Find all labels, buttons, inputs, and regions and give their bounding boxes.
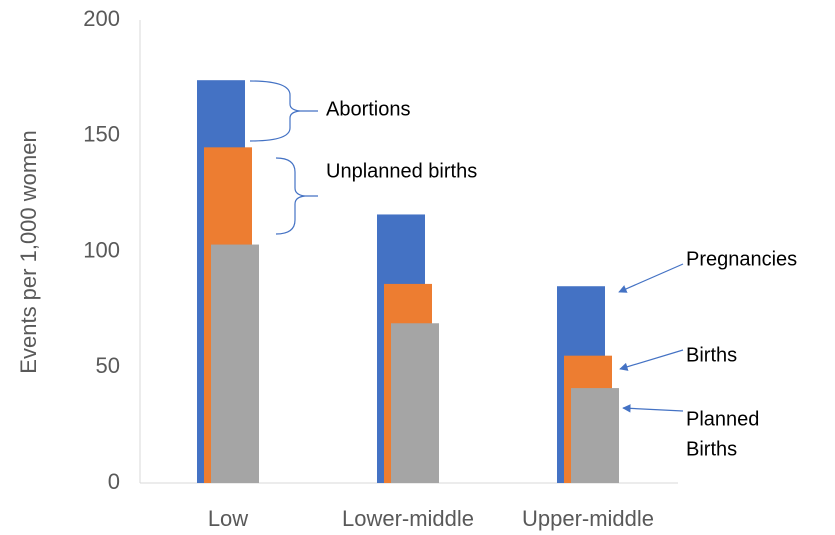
annotation: Pregnancies (686, 248, 797, 270)
x-tick-label: Low (208, 506, 248, 531)
y-tick-label: 0 (108, 469, 120, 494)
bar (571, 388, 619, 483)
annotation-shapes (249, 80, 684, 413)
annotation: Births (686, 438, 737, 460)
annotation: Abortions (326, 98, 411, 120)
arrow (618, 263, 684, 293)
y-axis-label: Events per 1,000 women (16, 130, 41, 373)
arrow (622, 404, 684, 413)
y-tick-label: 200 (83, 6, 120, 31)
brace (275, 157, 318, 235)
y-tick-label: 150 (83, 122, 120, 147)
brace (249, 80, 318, 142)
y-tick-label: 50 (96, 353, 120, 378)
x-tick-label: Lower-middle (342, 506, 474, 531)
annotation: Unplanned births (326, 160, 477, 182)
y-tick-label: 100 (83, 237, 120, 262)
annotation: Planned (686, 408, 759, 430)
bar (391, 323, 439, 483)
arrow (619, 349, 684, 371)
bar (211, 244, 259, 483)
x-tick-label: Upper-middle (522, 506, 654, 531)
annotation: Births (686, 344, 737, 366)
